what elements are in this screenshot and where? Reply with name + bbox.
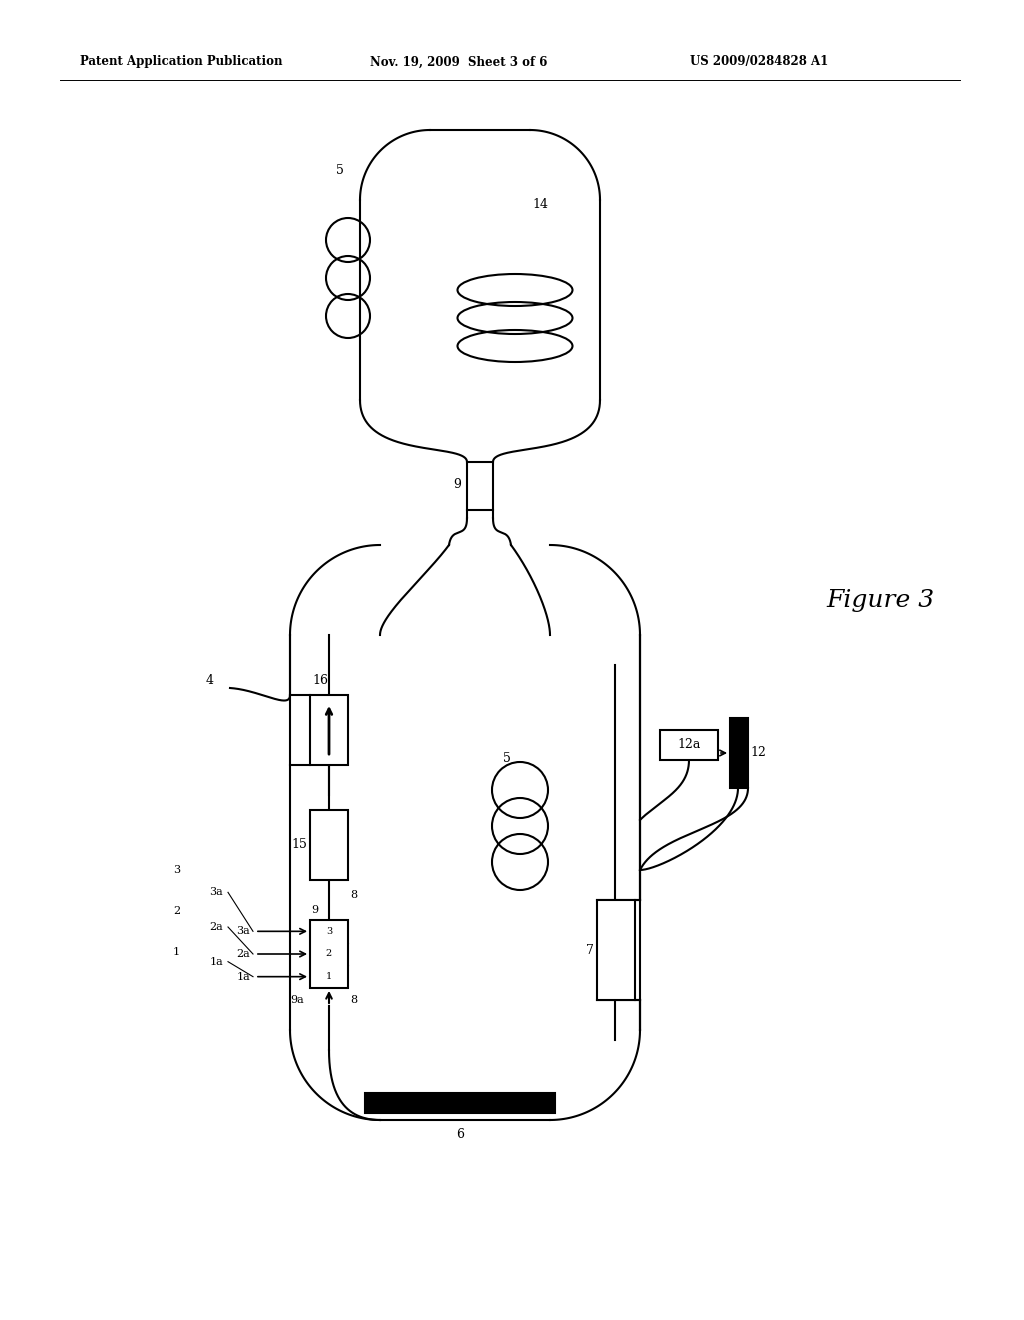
Text: Patent Application Publication: Patent Application Publication — [80, 55, 283, 69]
Bar — [730, 718, 748, 788]
Text: 9: 9 — [454, 478, 461, 491]
Bar — [660, 730, 718, 760]
Bar — [597, 900, 635, 1001]
Text: 5: 5 — [503, 751, 511, 764]
Text: 3a: 3a — [237, 927, 250, 936]
Text: 12a: 12a — [677, 738, 700, 751]
Text: 2a: 2a — [237, 949, 250, 960]
Text: 9a: 9a — [290, 995, 304, 1005]
Text: 4: 4 — [206, 673, 214, 686]
Text: 15: 15 — [291, 838, 307, 851]
Text: Figure 3: Figure 3 — [826, 589, 934, 611]
Text: 3: 3 — [173, 866, 180, 875]
Text: 9: 9 — [311, 906, 318, 915]
Text: 1a: 1a — [209, 957, 223, 966]
Text: 14: 14 — [532, 198, 548, 211]
Text: 2: 2 — [173, 906, 180, 916]
Text: 8: 8 — [350, 890, 357, 900]
Text: US 2009/0284828 A1: US 2009/0284828 A1 — [690, 55, 828, 69]
Text: 12: 12 — [750, 747, 766, 759]
Text: 1: 1 — [326, 972, 332, 981]
Text: 7: 7 — [586, 944, 594, 957]
Text: 3: 3 — [326, 927, 332, 936]
Text: 1a: 1a — [237, 972, 250, 982]
Text: 2: 2 — [326, 949, 332, 958]
Text: 6: 6 — [456, 1129, 464, 1140]
Text: 1: 1 — [173, 946, 180, 957]
Bar — [310, 696, 348, 766]
Text: 8: 8 — [350, 995, 357, 1005]
Text: 3a: 3a — [209, 887, 223, 898]
Text: 16: 16 — [312, 675, 328, 686]
Bar — [365, 1093, 555, 1113]
Text: 2a: 2a — [209, 921, 223, 932]
Bar — [467, 462, 493, 510]
Text: Nov. 19, 2009  Sheet 3 of 6: Nov. 19, 2009 Sheet 3 of 6 — [370, 55, 548, 69]
Bar — [310, 920, 348, 987]
Text: 5: 5 — [336, 164, 344, 177]
Bar — [310, 810, 348, 880]
